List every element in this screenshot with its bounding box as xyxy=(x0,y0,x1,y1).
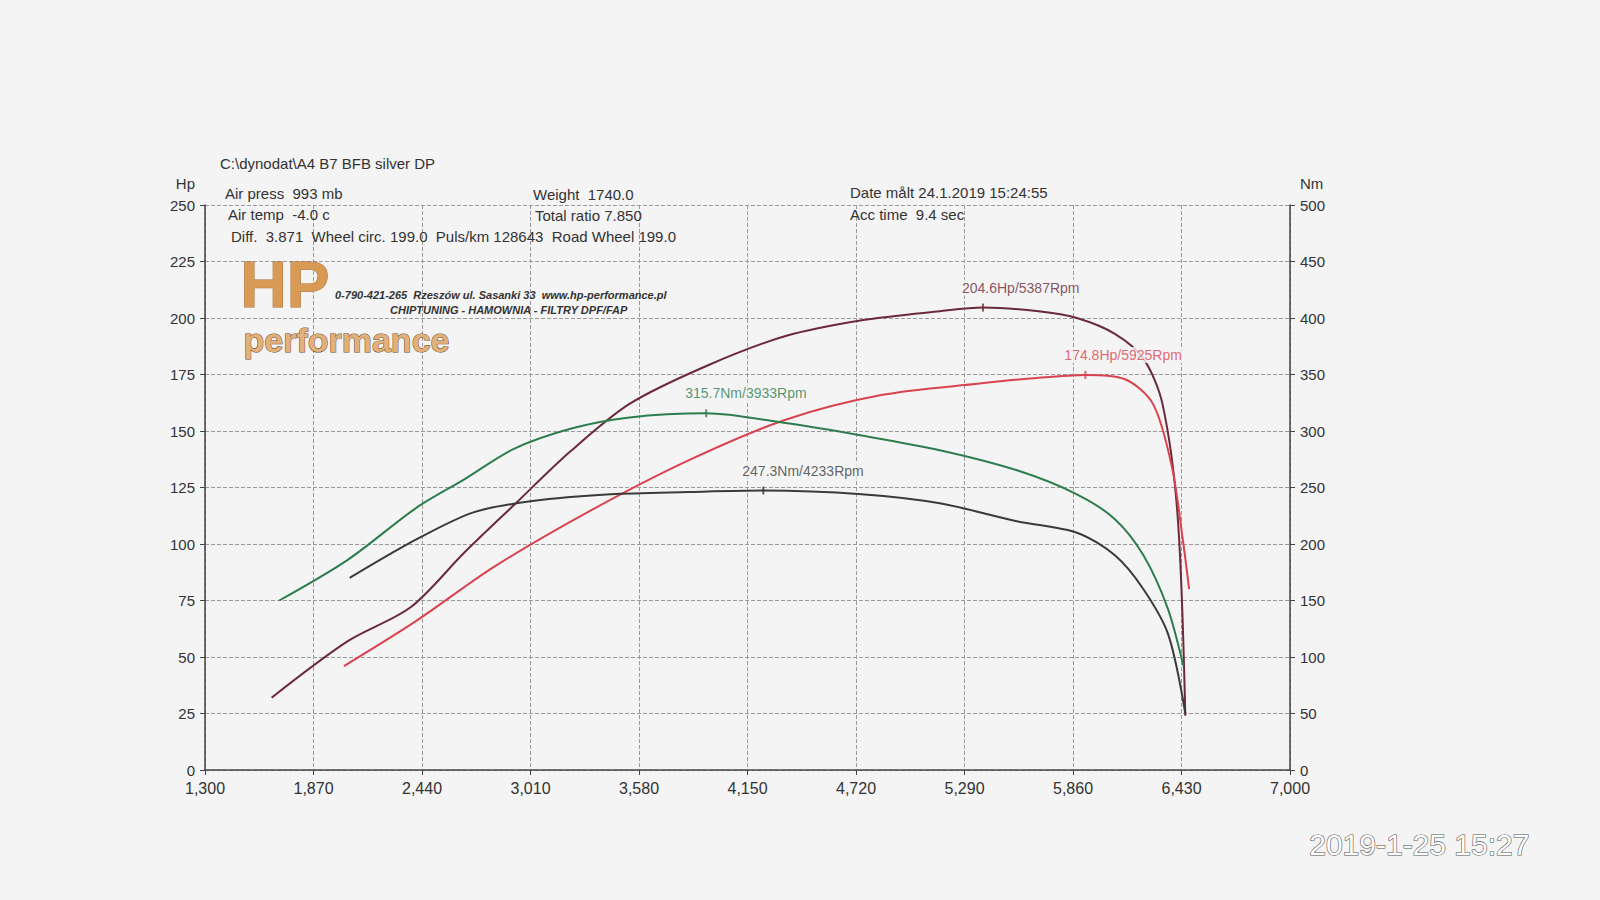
svg-text:Date målt 24.1.2019 15:24:55: Date målt 24.1.2019 15:24:55 xyxy=(850,184,1048,201)
svg-text:CHIPTUNING - HAMOWNIA - FILTRY: CHIPTUNING - HAMOWNIA - FILTRY DPF/FAP xyxy=(390,304,628,316)
svg-text:150: 150 xyxy=(1300,592,1325,609)
svg-text:500: 500 xyxy=(1300,197,1325,214)
svg-text:Hp: Hp xyxy=(176,175,195,192)
svg-text:performance: performance xyxy=(244,321,450,359)
svg-text:315.7Nm/3933Rpm: 315.7Nm/3933Rpm xyxy=(685,385,806,401)
svg-text:100: 100 xyxy=(170,536,195,553)
svg-text:225: 225 xyxy=(170,253,195,270)
svg-text:204.6Hp/5387Rpm: 204.6Hp/5387Rpm xyxy=(962,280,1080,296)
svg-text:Air press 993 mb: Air press 993 mb xyxy=(225,185,343,202)
svg-text:450: 450 xyxy=(1300,253,1325,270)
svg-text:C:\dynodat\A4 B7 BFB silver DP: C:\dynodat\A4 B7 BFB silver DP xyxy=(220,155,435,172)
svg-text:Acc time 9.4 sec: Acc time 9.4 sec xyxy=(850,206,965,223)
svg-text:1,870: 1,870 xyxy=(293,780,333,797)
svg-text:HP: HP xyxy=(241,249,330,321)
svg-text:1,300: 1,300 xyxy=(185,780,225,797)
svg-text:Total ratio 7.850: Total ratio 7.850 xyxy=(535,207,642,224)
svg-text:50: 50 xyxy=(1300,705,1317,722)
svg-text:0-790-421-265 Rzeszów ul. Sas: 0-790-421-265 Rzeszów ul. Sasanki 33 www… xyxy=(335,289,667,301)
svg-text:125: 125 xyxy=(170,479,195,496)
svg-text:5,290: 5,290 xyxy=(944,780,984,797)
svg-text:247.3Nm/4233Rpm: 247.3Nm/4233Rpm xyxy=(742,463,863,479)
svg-text:2,440: 2,440 xyxy=(402,780,442,797)
svg-text:350: 350 xyxy=(1300,366,1325,383)
svg-text:Diff. 3.871 Wheel circ. 199.: Diff. 3.871 Wheel circ. 199.0 Puls/km 12… xyxy=(231,228,676,245)
svg-text:400: 400 xyxy=(1300,310,1325,327)
svg-text:75: 75 xyxy=(178,592,195,609)
svg-text:200: 200 xyxy=(170,310,195,327)
svg-text:Nm: Nm xyxy=(1300,175,1323,192)
svg-text:175: 175 xyxy=(170,366,195,383)
svg-text:200: 200 xyxy=(1300,536,1325,553)
svg-text:0: 0 xyxy=(187,762,195,779)
svg-text:4,720: 4,720 xyxy=(836,780,876,797)
svg-text:4,150: 4,150 xyxy=(727,780,767,797)
svg-text:6,430: 6,430 xyxy=(1161,780,1201,797)
svg-text:3,580: 3,580 xyxy=(619,780,659,797)
svg-text:Air temp -4.0 c: Air temp -4.0 c xyxy=(228,206,330,223)
svg-text:300: 300 xyxy=(1300,423,1325,440)
svg-text:250: 250 xyxy=(170,197,195,214)
svg-text:2019-1-25 15:27: 2019-1-25 15:27 xyxy=(1309,828,1529,861)
svg-text:174.8Hp/5925Rpm: 174.8Hp/5925Rpm xyxy=(1064,347,1182,363)
svg-text:3,010: 3,010 xyxy=(510,780,550,797)
svg-text:100: 100 xyxy=(1300,649,1325,666)
svg-text:250: 250 xyxy=(1300,479,1325,496)
svg-text:5,860: 5,860 xyxy=(1053,780,1093,797)
svg-text:50: 50 xyxy=(178,649,195,666)
svg-text:7,000: 7,000 xyxy=(1270,780,1310,797)
svg-text:0: 0 xyxy=(1300,762,1308,779)
svg-text:150: 150 xyxy=(170,423,195,440)
svg-text:Weight 1740.0: Weight 1740.0 xyxy=(533,186,634,203)
svg-text:25: 25 xyxy=(178,705,195,722)
